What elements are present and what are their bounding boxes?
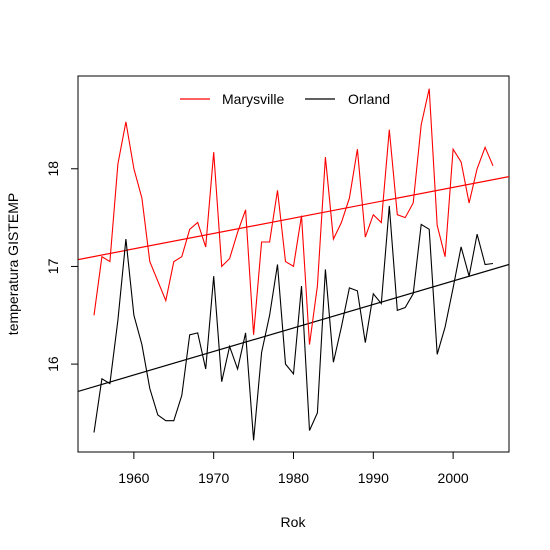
- trendline-orland: [78, 263, 509, 393]
- x-tick-label: 1990: [358, 470, 389, 486]
- legend-label-marysville: Marysville: [222, 91, 284, 107]
- x-tick-label: 1960: [118, 470, 149, 486]
- x-tick-label: 1980: [278, 470, 309, 486]
- legend-label-orland: Orland: [348, 91, 390, 107]
- y-tick-label: 18: [45, 161, 61, 177]
- series-line-marysville: [93, 88, 494, 345]
- y-tick-label: 16: [45, 356, 61, 372]
- x-axis: 1960 1970 1980 1990 2000: [118, 451, 469, 486]
- x-tick-label: 2000: [438, 470, 469, 486]
- series-line-orland: [93, 205, 494, 441]
- y-tick-label: 17: [45, 258, 61, 274]
- legend: Marysville Orland: [180, 91, 390, 107]
- x-tick-label: 1970: [198, 470, 229, 486]
- trendline-marysville: [78, 176, 509, 261]
- y-axis-label: temperatura GISTEMP: [5, 193, 21, 335]
- y-axis: 16 17 18: [45, 161, 79, 372]
- x-axis-label: Rok: [281, 514, 307, 530]
